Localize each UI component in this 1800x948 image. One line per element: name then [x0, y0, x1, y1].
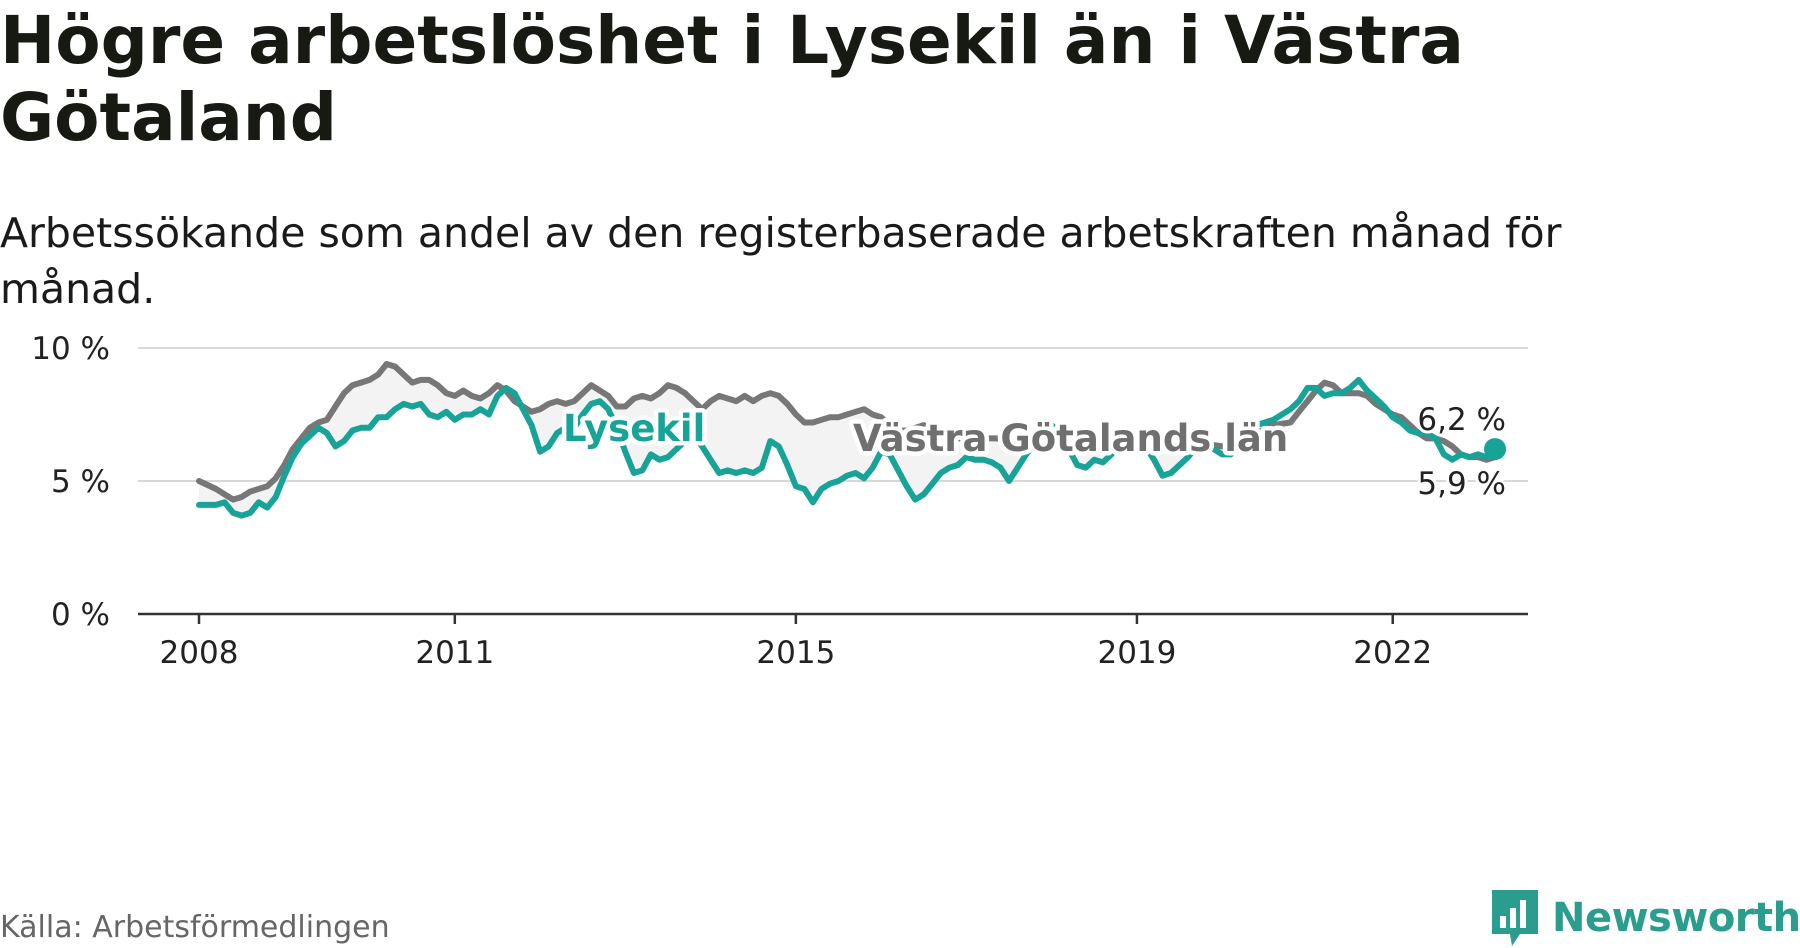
- y-tick-label: 5 %: [51, 464, 110, 500]
- chart-title: Högre arbetslöshet i Lysekil än i Västra…: [0, 2, 1464, 156]
- newsworthy-logo-icon: [1492, 890, 1538, 946]
- y-tick-label: 10 %: [31, 331, 110, 367]
- brand-name: Newsworthy: [1552, 895, 1800, 941]
- series-label-lysekil: Lysekil: [563, 407, 705, 450]
- brand-logo: Newsworthy: [1490, 888, 1800, 948]
- x-tick-label: 2019: [1097, 635, 1176, 671]
- end-value-label-vastra-gotaland: 5,9 %: [1417, 466, 1506, 502]
- source-note: Källa: Arbetsförmedlingen: [0, 910, 390, 945]
- series-label-vastra-gotaland: Västra Götalands län: [853, 417, 1288, 460]
- series-lines: [196, 361, 1507, 519]
- axes: 0 % 5 % 10 % 2008 2011 2015 2019 2022: [31, 331, 1528, 671]
- difference-area: [199, 363, 1496, 516]
- x-tick-label: 2008: [160, 635, 239, 671]
- x-tick-label: 2011: [415, 635, 494, 671]
- series-line-vastra-gotaland: [196, 361, 1499, 503]
- series-end-dot-lysekil: [1484, 438, 1507, 461]
- labels: Lysekil Västra Götalands län 6,2 % 5,9 %: [559, 399, 1510, 505]
- chart-subtitle: Arbetssökande som andel av den registerb…: [0, 209, 1562, 313]
- x-tick-label: 2022: [1353, 635, 1432, 671]
- end-value-label-lysekil: 6,2 %: [1417, 402, 1506, 438]
- y-tick-label: 0 %: [51, 597, 110, 633]
- series-line-lysekil: [196, 376, 1499, 519]
- difference-band: [199, 363, 1496, 516]
- x-tick-label: 2015: [756, 635, 835, 671]
